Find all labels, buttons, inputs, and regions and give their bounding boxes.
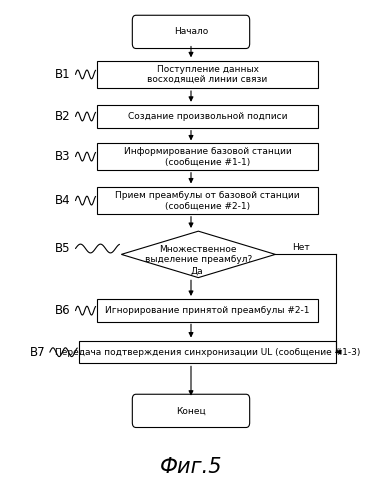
Text: B4: B4 [55,194,71,207]
Text: B7: B7 [30,346,45,359]
Text: B2: B2 [55,110,71,123]
Bar [97,143,317,170]
Polygon shape [121,231,275,277]
Text: Поступление данных
восходящей линии связи: Поступление данных восходящей линии связ… [147,65,268,84]
FancyBboxPatch shape [132,394,250,428]
Bar [97,61,317,88]
Text: Игнорирование принятой преамбулы #2-1: Игнорирование принятой преамбулы #2-1 [105,306,310,315]
Text: B1: B1 [55,68,71,81]
Text: Начало: Начало [174,27,208,36]
Text: Да: Да [190,267,203,276]
Text: B3: B3 [55,150,71,163]
Text: B5: B5 [55,242,71,255]
Text: Создание произвольной подписи: Создание произвольной подписи [128,112,287,121]
Text: Множественное
выделение преамбул?: Множественное выделение преамбул? [145,245,252,264]
Text: B6: B6 [55,304,71,317]
Text: Информирование базовой станции
(сообщение #1-1): Информирование базовой станции (сообщени… [124,147,291,166]
Bar [97,187,317,214]
Text: Конец: Конец [176,406,206,415]
Text: Нет: Нет [292,243,310,251]
Text: Передача подтверждения синхронизации UL (сообщение #1-3): Передача подтверждения синхронизации UL … [55,348,360,357]
Bar [97,105,317,128]
Bar [97,299,317,322]
Bar [79,341,336,363]
FancyBboxPatch shape [132,15,250,48]
Text: Фиг.5: Фиг.5 [160,457,222,477]
Text: Прием преамбулы от базовой станции
(сообщение #2-1): Прием преамбулы от базовой станции (сооб… [115,191,300,210]
